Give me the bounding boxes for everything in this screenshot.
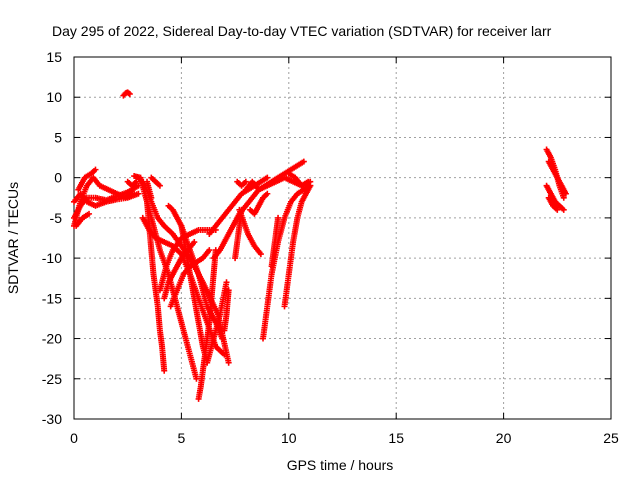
data-point (242, 178, 249, 185)
x-tick-label: 5 (178, 430, 186, 446)
data-point (560, 194, 567, 201)
data-points (71, 89, 569, 402)
data-point (125, 90, 132, 97)
y-axis-label: SDTVAR / TECUs (5, 182, 21, 294)
data-point (307, 182, 314, 189)
x-tick-label: 0 (70, 430, 78, 446)
y-tick-label: 0 (54, 170, 62, 186)
data-point (135, 190, 142, 197)
x-tick-label: 15 (388, 430, 404, 446)
y-tick-label: -15 (42, 290, 62, 306)
data-point (554, 206, 561, 213)
x-tick-label: 25 (603, 430, 619, 446)
data-point (148, 194, 155, 201)
y-tick-label: -20 (42, 331, 62, 347)
data-point (300, 158, 307, 165)
data-point (264, 190, 271, 197)
data-point (225, 359, 232, 366)
data-point (560, 206, 567, 213)
data-point (156, 182, 163, 189)
y-tick-label: -10 (42, 250, 62, 266)
data-point (161, 367, 168, 374)
data-point (225, 287, 232, 294)
data-point (275, 214, 282, 221)
x-tick-label: 10 (281, 430, 297, 446)
y-tick-label: -30 (42, 411, 62, 427)
data-point (191, 239, 198, 246)
data-point (257, 251, 264, 258)
y-tick-label: -5 (50, 210, 63, 226)
chart-title: Day 295 of 2022, Sidereal Day-to-day VTE… (52, 23, 552, 39)
y-tick-label: -25 (42, 371, 62, 387)
data-point (223, 279, 230, 286)
data-point (221, 351, 228, 358)
data-point (92, 166, 99, 173)
data-point (86, 210, 93, 217)
y-tick-label: 15 (46, 49, 62, 65)
data-point (193, 375, 200, 382)
plot-frame (73, 56, 612, 420)
data-point (219, 335, 226, 342)
x-tick-label: 20 (496, 430, 512, 446)
y-tick-label: 5 (54, 129, 62, 145)
data-point (305, 178, 312, 185)
data-point (264, 174, 271, 181)
y-tick-label: 10 (46, 89, 62, 105)
axis-ticks: 0 5 10 15 20 25 15 10 5 0 -5 -10 -15 -20 -25 -30 (42, 49, 619, 446)
data-point (133, 178, 140, 185)
data-point (126, 91, 133, 98)
data-point (562, 190, 569, 197)
x-axis-label: GPS time / hours (287, 457, 394, 473)
data-point (206, 247, 213, 254)
